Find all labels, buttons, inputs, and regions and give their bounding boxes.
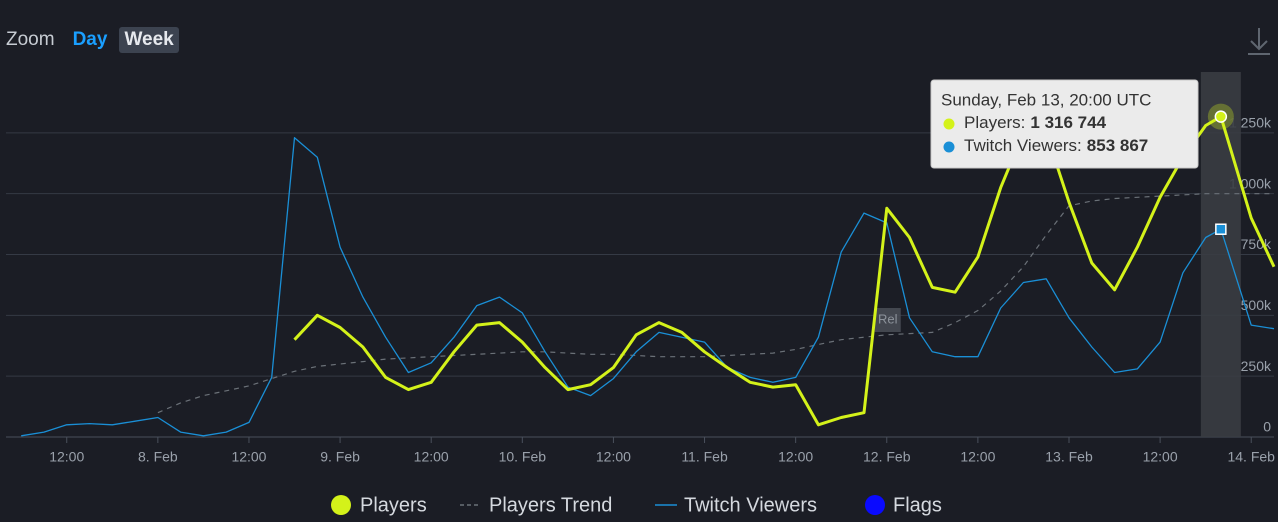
tooltip: Sunday, Feb 13, 20:00 UTC Players: 1 316 7… bbox=[930, 79, 1199, 169]
x-tick-label: 8. Feb bbox=[138, 449, 178, 465]
x-tick-label: 9. Feb bbox=[320, 449, 360, 465]
legend-label: Players bbox=[360, 494, 427, 516]
legend-symbol bbox=[331, 495, 351, 515]
x-tick-label: 14. Feb bbox=[1227, 449, 1275, 465]
x-tick-label: 12. Feb bbox=[863, 449, 911, 465]
x-tick-label: 12:00 bbox=[231, 449, 266, 465]
zoom-toolbar: Zoom Day Week bbox=[6, 26, 179, 54]
series-line bbox=[157, 193, 1274, 414]
x-tick-label: 12:00 bbox=[960, 449, 995, 465]
hover-point bbox=[1215, 223, 1227, 235]
zoom-week-button[interactable]: Week bbox=[119, 27, 179, 53]
series-line bbox=[21, 137, 1275, 437]
tooltip-bullet bbox=[943, 141, 955, 153]
flag-label: Rel bbox=[878, 311, 898, 326]
x-tick-label: 12:00 bbox=[596, 449, 631, 465]
tooltip-box bbox=[930, 79, 1199, 169]
tooltip-bullet bbox=[943, 118, 955, 130]
y-tick-label: 500k bbox=[1241, 297, 1272, 313]
x-tick-label: 12:00 bbox=[1143, 449, 1178, 465]
download-icon[interactable] bbox=[1248, 28, 1270, 55]
legend-item[interactable]: Players bbox=[331, 494, 427, 516]
x-tick-label: 12:00 bbox=[414, 449, 449, 465]
zoom-day-button[interactable]: Day bbox=[72, 29, 108, 50]
tooltip-series-name: Twitch Viewers: bbox=[964, 136, 1082, 155]
legend-label: Flags bbox=[893, 494, 942, 516]
x-tick-label: 11. Feb bbox=[681, 449, 728, 465]
y-tick-label: 250k bbox=[1241, 358, 1272, 374]
tooltip-series-name: Players: bbox=[964, 113, 1025, 132]
flag-box bbox=[874, 308, 901, 332]
x-tick-label: 13. Feb bbox=[1045, 449, 1093, 465]
tooltip-title: Sunday, Feb 13, 20:00 UTC bbox=[941, 90, 1151, 109]
hover-point bbox=[1214, 110, 1228, 123]
zoom-label: Zoom bbox=[6, 29, 55, 50]
legend-item[interactable]: Twitch Viewers bbox=[655, 494, 817, 516]
legend-label: Players Trend bbox=[489, 494, 612, 516]
tooltip-value: 1 316 744 bbox=[1030, 113, 1106, 132]
hover-band bbox=[1200, 72, 1241, 437]
tooltip-row: Players: 1 316 744 bbox=[964, 113, 1107, 132]
legend-item[interactable]: Players Trend bbox=[460, 494, 612, 516]
x-tick-label: 12:00 bbox=[778, 449, 813, 465]
tooltip-value: 853 867 bbox=[1087, 136, 1148, 155]
legend-symbol bbox=[865, 495, 885, 515]
legend-item[interactable]: Flags bbox=[865, 494, 942, 516]
series-line bbox=[293, 115, 1276, 427]
tooltip-row: Twitch Viewers: 853 867 bbox=[964, 136, 1148, 155]
legend-label: Twitch Viewers bbox=[684, 494, 817, 516]
x-tick-label: 10. Feb bbox=[499, 449, 547, 465]
y-tick-label: 0 bbox=[1263, 419, 1271, 435]
x-tick-label: 12:00 bbox=[49, 449, 84, 465]
